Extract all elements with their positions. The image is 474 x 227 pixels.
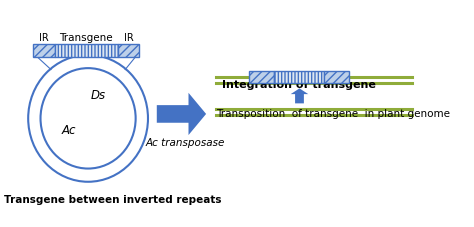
Bar [118,44,139,57]
Bar [249,71,274,83]
Bar [274,71,324,83]
Text: Transgene between inverted repeats: Transgene between inverted repeats [3,195,221,205]
Text: Transgene: Transgene [60,33,113,43]
Text: Integration of transgene: Integration of transgene [222,80,376,90]
Bar [55,44,118,57]
Text: Ds: Ds [91,89,106,102]
Polygon shape [291,88,308,103]
Bar [34,44,55,57]
Bar [249,71,274,83]
Bar [324,71,349,83]
Text: IR: IR [39,33,49,43]
Bar [55,44,118,57]
Polygon shape [157,93,206,135]
Bar [274,71,324,83]
Text: Ac: Ac [62,124,76,137]
Ellipse shape [40,68,136,169]
Bar [118,44,139,57]
Ellipse shape [28,55,148,182]
Text: IR: IR [124,33,134,43]
Bar [34,44,55,57]
Text: Ac transposase: Ac transposase [146,138,225,148]
Bar [324,71,349,83]
Text: Transposition  of transgene  in plant genome: Transposition of transgene in plant geno… [216,109,450,119]
